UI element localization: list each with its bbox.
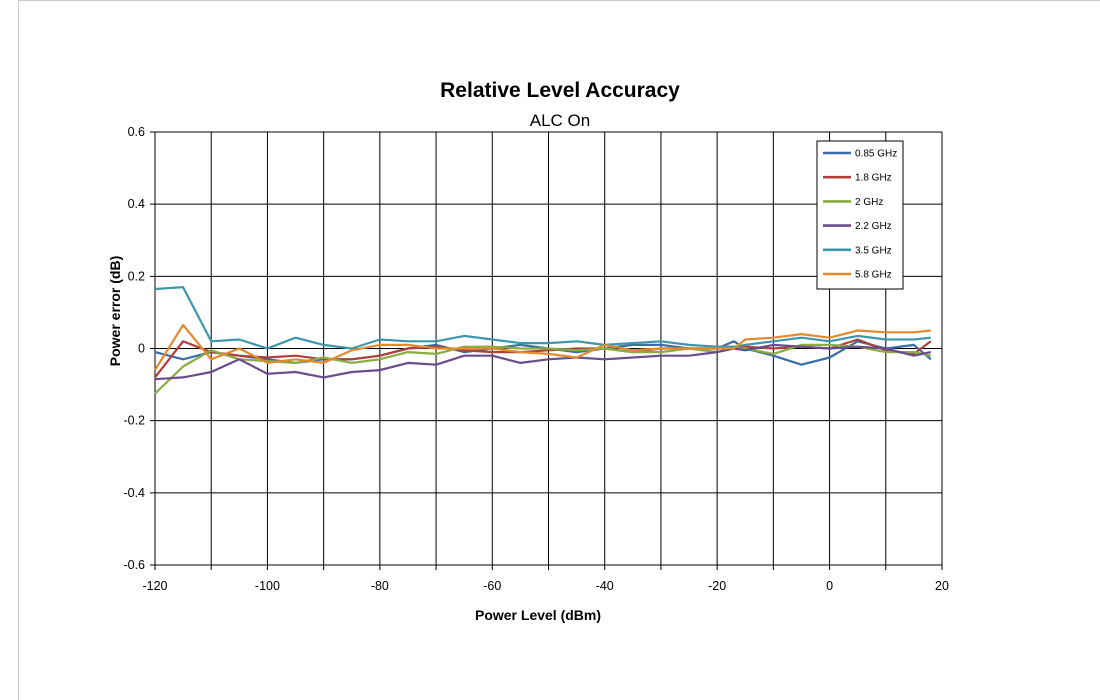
legend-label: 2 GHz — [855, 197, 883, 208]
legend-box — [816, 140, 904, 290]
x-tick-label: -120 — [142, 579, 167, 593]
y-tick-label: -0.4 — [123, 486, 145, 500]
x-tick-label: -60 — [483, 579, 501, 593]
legend-label: 5.8 GHz — [855, 270, 892, 281]
y-axis: -0.6 -0.4 -0.2 0 0.2 0.4 0.6 — [123, 125, 145, 572]
legend-label: 0.85 GHz — [855, 149, 897, 160]
y-tick-label: 0.6 — [128, 125, 145, 139]
x-tick-label: -40 — [596, 579, 614, 593]
legend-label: 2.2 GHz — [855, 221, 892, 232]
series-line-3-5-ghz — [154, 286, 931, 350]
x-tick-label: -100 — [255, 579, 280, 593]
x-tick-label: 0 — [826, 579, 833, 593]
x-tick-label: 20 — [935, 579, 949, 593]
chart-subtitle: ALC On — [530, 111, 590, 130]
y-tick-label: 0.4 — [128, 197, 145, 211]
y-tick-label: -0.2 — [123, 414, 145, 428]
legend-label: 3.5 GHz — [855, 245, 892, 256]
series-line-2-2-ghz — [154, 343, 932, 381]
y-tick-label: -0.6 — [123, 558, 145, 572]
y-tick-label: 0.2 — [128, 269, 145, 283]
x-axis-title: Power Level (dBm) — [475, 607, 601, 623]
y-tick-label: 0 — [138, 342, 145, 356]
legend-label: 1.8 GHz — [855, 173, 892, 184]
x-tick-label: -20 — [708, 579, 726, 593]
series-line-5-8-ghz — [154, 323, 931, 371]
chart-frame — [18, 0, 1100, 700]
series-lines — [154, 286, 932, 395]
x-tick-label: -80 — [371, 579, 389, 593]
y-axis-title: Power error (dB) — [107, 256, 123, 366]
chart-title: Relative Level Accuracy — [440, 79, 680, 102]
legend: 0.85 GHz 1.8 GHz 2 GHz 2.2 GHz 3.5 GHz 5.8 GH… — [816, 140, 904, 290]
series-line-2-ghz — [154, 343, 932, 395]
x-axis: -120 -100 -80 -60 -40 -20 0 20 — [142, 579, 949, 593]
